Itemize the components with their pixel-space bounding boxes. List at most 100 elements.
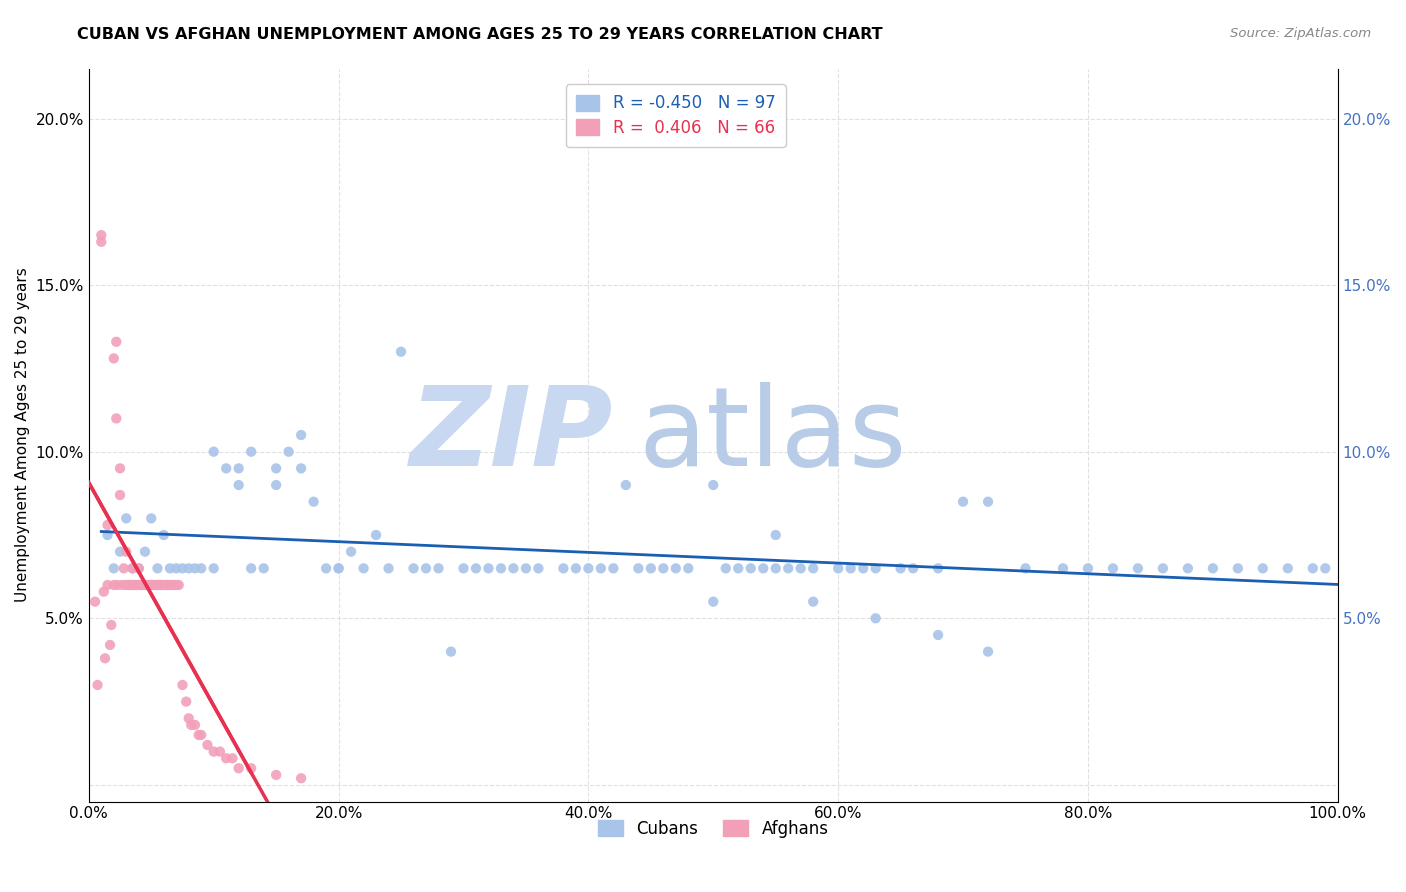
Point bbox=[187, 728, 209, 742]
Point bbox=[765, 528, 787, 542]
Point bbox=[165, 561, 187, 575]
Point bbox=[134, 544, 156, 558]
Point bbox=[1277, 561, 1299, 575]
Text: CUBAN VS AFGHAN UNEMPLOYMENT AMONG AGES 25 TO 29 YEARS CORRELATION CHART: CUBAN VS AFGHAN UNEMPLOYMENT AMONG AGES … bbox=[77, 27, 883, 42]
Point bbox=[977, 645, 1000, 659]
Point bbox=[515, 561, 537, 575]
Point bbox=[108, 488, 131, 502]
Point bbox=[84, 594, 107, 608]
Point bbox=[197, 738, 219, 752]
Point bbox=[315, 561, 337, 575]
Point bbox=[427, 561, 450, 575]
Point bbox=[131, 578, 153, 592]
Point bbox=[111, 578, 134, 592]
Point bbox=[477, 561, 499, 575]
Point bbox=[108, 461, 131, 475]
Point bbox=[134, 578, 156, 592]
Point bbox=[1302, 561, 1324, 575]
Point bbox=[328, 561, 350, 575]
Point bbox=[100, 618, 122, 632]
Point bbox=[128, 578, 150, 592]
Point bbox=[115, 544, 138, 558]
Point bbox=[602, 561, 624, 575]
Point bbox=[302, 494, 325, 508]
Text: ZIP: ZIP bbox=[411, 382, 613, 489]
Point bbox=[103, 561, 125, 575]
Point bbox=[702, 478, 724, 492]
Point bbox=[115, 578, 138, 592]
Point bbox=[121, 561, 143, 575]
Point bbox=[1152, 561, 1174, 575]
Point bbox=[527, 561, 550, 575]
Point bbox=[94, 651, 117, 665]
Point bbox=[565, 561, 588, 575]
Point bbox=[1052, 561, 1074, 575]
Point bbox=[163, 578, 186, 592]
Point bbox=[135, 578, 157, 592]
Point bbox=[740, 561, 762, 575]
Point bbox=[107, 578, 129, 592]
Point bbox=[96, 578, 118, 592]
Point bbox=[927, 561, 949, 575]
Point bbox=[778, 561, 800, 575]
Point bbox=[208, 745, 231, 759]
Point bbox=[228, 761, 250, 775]
Point bbox=[202, 745, 225, 759]
Point bbox=[96, 528, 118, 542]
Point bbox=[190, 561, 212, 575]
Point bbox=[146, 561, 169, 575]
Point bbox=[124, 578, 146, 592]
Point bbox=[167, 578, 190, 592]
Point bbox=[665, 561, 688, 575]
Point bbox=[172, 561, 194, 575]
Point bbox=[1251, 561, 1274, 575]
Point bbox=[118, 578, 141, 592]
Point bbox=[129, 578, 152, 592]
Point bbox=[440, 645, 463, 659]
Point bbox=[240, 444, 263, 458]
Point bbox=[576, 561, 599, 575]
Point bbox=[1014, 561, 1036, 575]
Point bbox=[128, 561, 150, 575]
Point bbox=[152, 528, 174, 542]
Point bbox=[827, 561, 849, 575]
Point bbox=[865, 611, 887, 625]
Point bbox=[714, 561, 737, 575]
Point bbox=[640, 561, 662, 575]
Point bbox=[96, 518, 118, 533]
Point bbox=[221, 751, 243, 765]
Point bbox=[125, 578, 148, 592]
Point bbox=[228, 461, 250, 475]
Point bbox=[90, 228, 112, 243]
Point bbox=[93, 584, 115, 599]
Point bbox=[765, 561, 787, 575]
Point bbox=[415, 561, 437, 575]
Point bbox=[156, 578, 179, 592]
Point bbox=[901, 561, 924, 575]
Point bbox=[215, 751, 238, 765]
Point bbox=[86, 678, 108, 692]
Point bbox=[789, 561, 811, 575]
Point bbox=[121, 578, 143, 592]
Point bbox=[150, 578, 173, 592]
Point bbox=[627, 561, 650, 575]
Point bbox=[553, 561, 575, 575]
Point bbox=[389, 344, 412, 359]
Point bbox=[228, 478, 250, 492]
Point bbox=[465, 561, 488, 575]
Point bbox=[328, 561, 350, 575]
Point bbox=[264, 768, 287, 782]
Point bbox=[290, 771, 312, 785]
Point bbox=[1102, 561, 1125, 575]
Point bbox=[184, 561, 207, 575]
Point bbox=[143, 578, 166, 592]
Point bbox=[90, 235, 112, 249]
Point bbox=[353, 561, 375, 575]
Point bbox=[118, 578, 141, 592]
Point bbox=[1226, 561, 1249, 575]
Point bbox=[240, 761, 263, 775]
Point bbox=[865, 561, 887, 575]
Point bbox=[839, 561, 862, 575]
Point bbox=[141, 511, 163, 525]
Point bbox=[141, 578, 163, 592]
